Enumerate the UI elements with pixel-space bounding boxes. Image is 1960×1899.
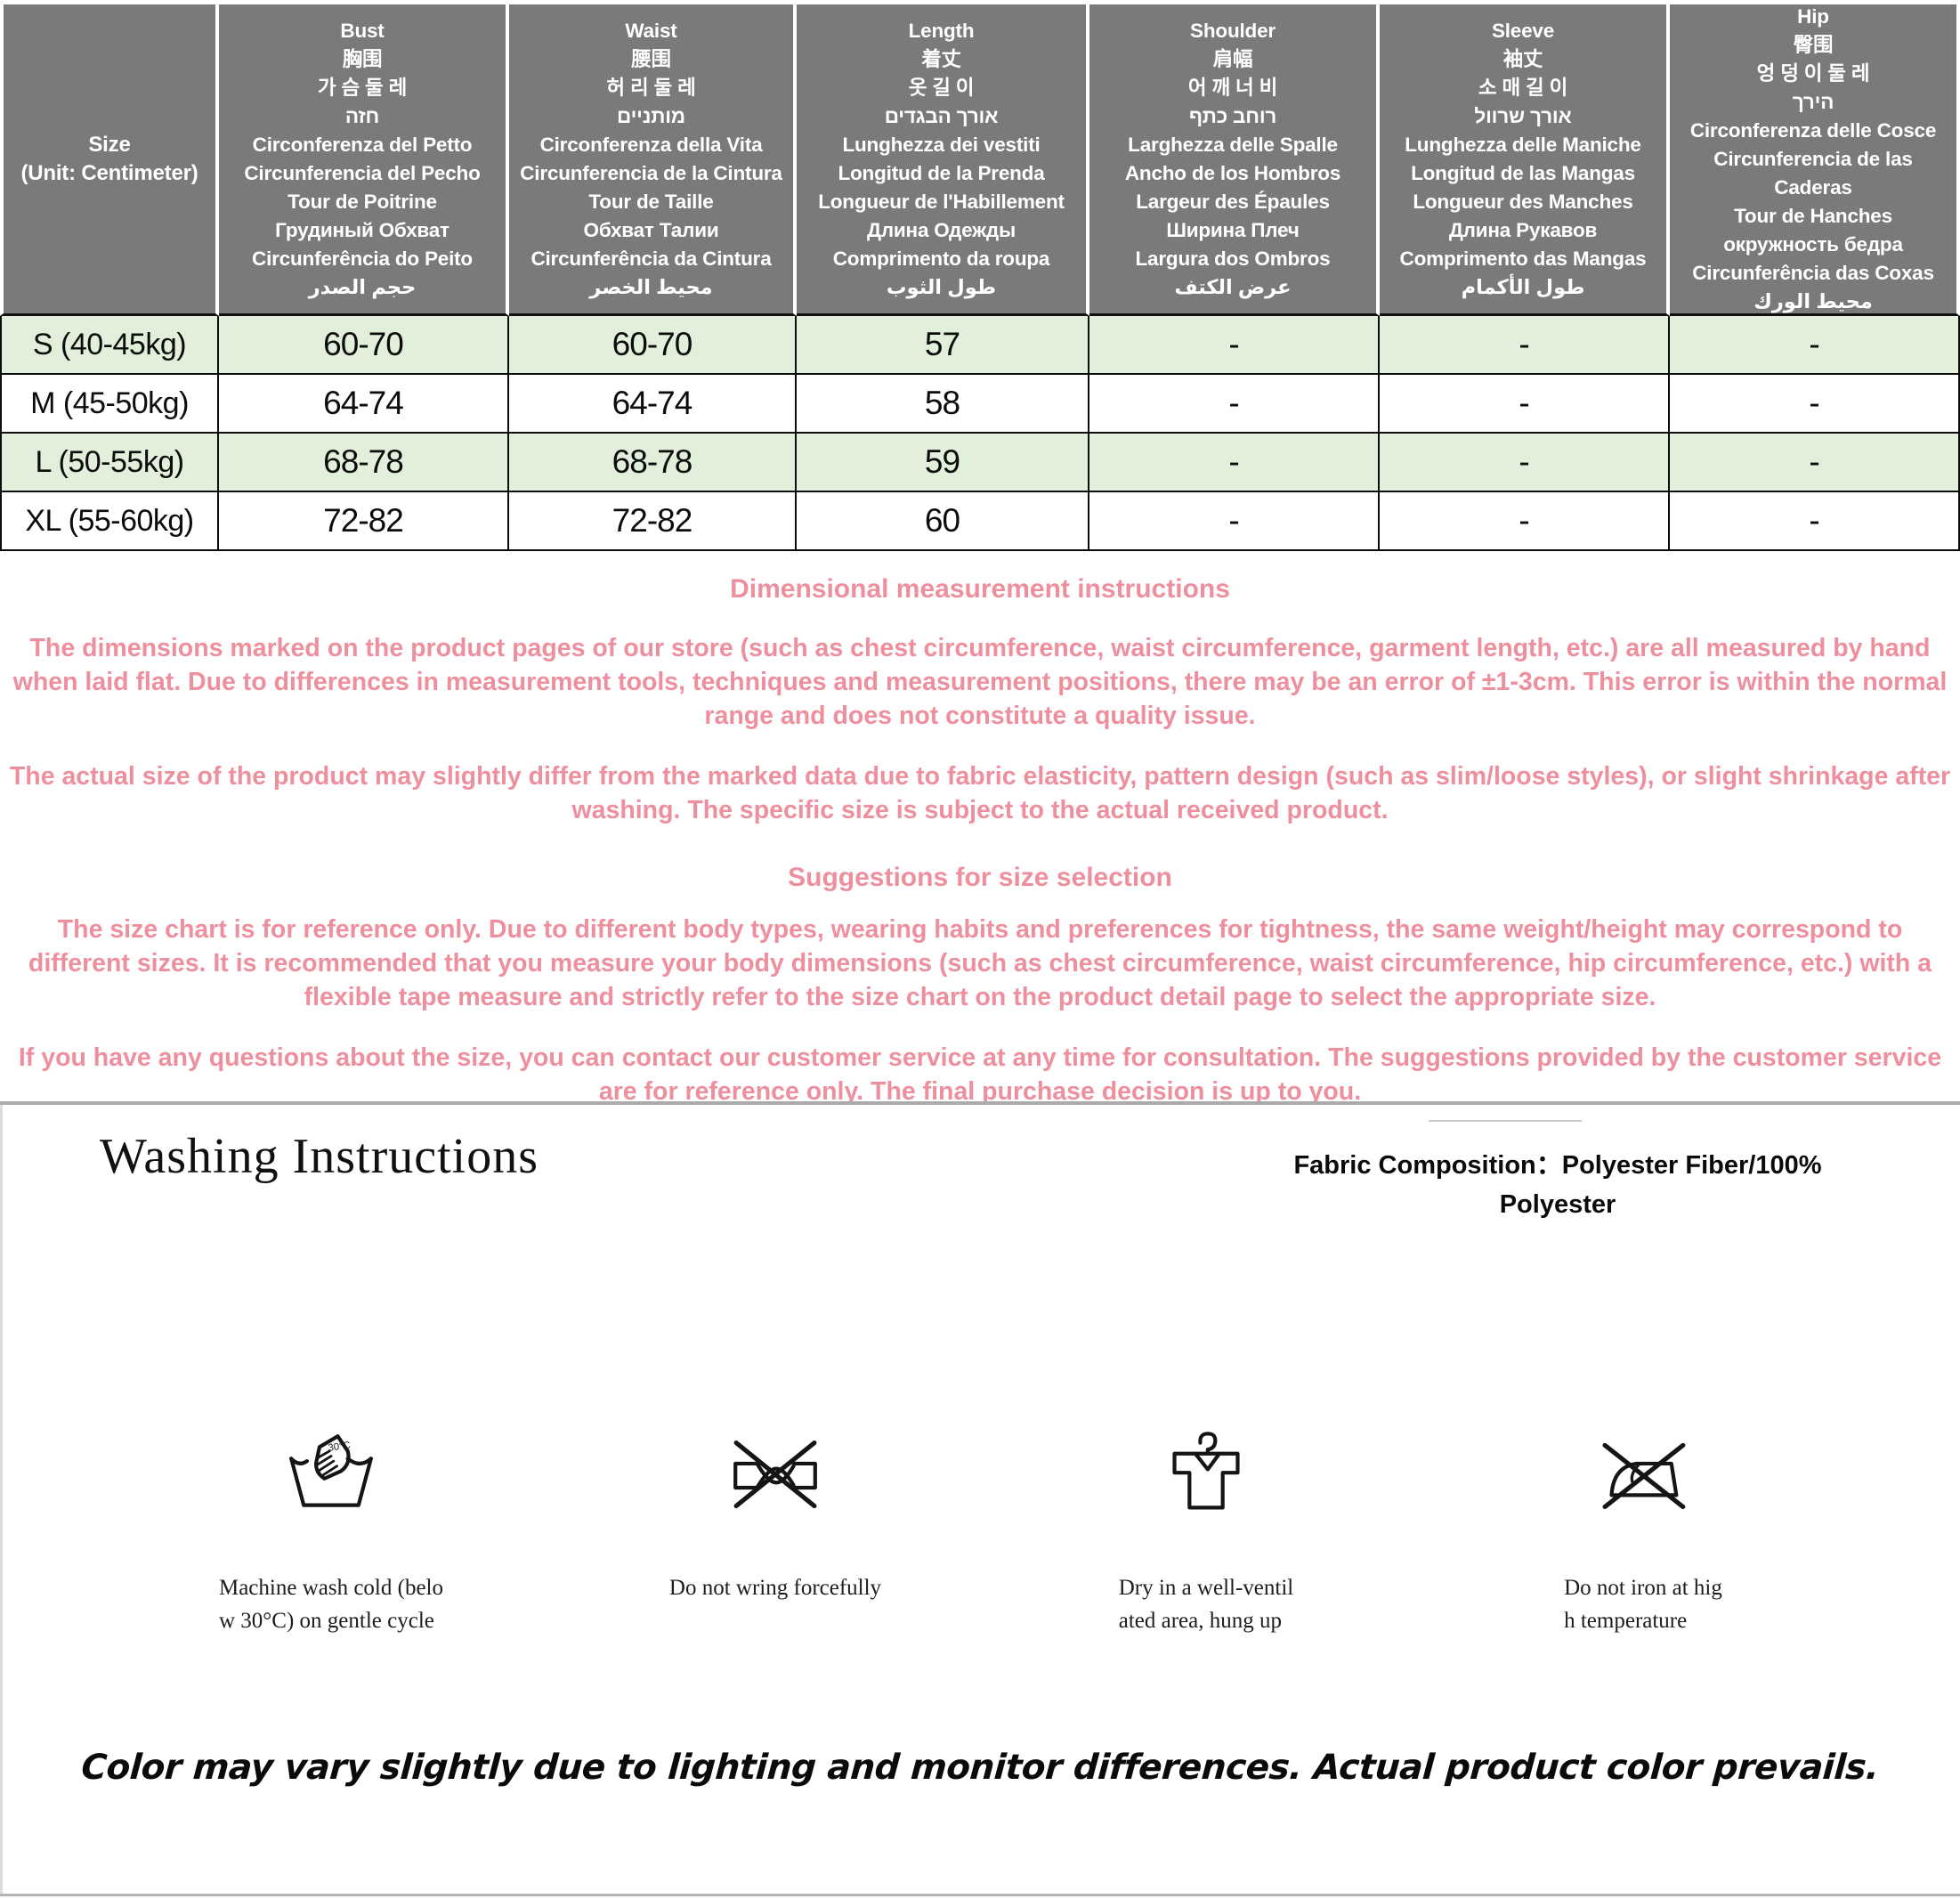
care-caption: Do not iron at hig h temperature (1564, 1576, 1722, 1633)
table-row-xl: XL (55-60kg) 72-82 72-82 60 - - - (0, 492, 1960, 551)
care-item-machine-wash: 30°C Machine wash cold (belo w 30°C) on … (207, 1425, 456, 1637)
washing-section: Washing Instructions Fabric Composition：… (0, 1105, 1960, 1899)
header-cell-size: Size (Unit: Centimeter) (0, 0, 219, 316)
header-length-label: Length 着丈 옷 길 이 אורך הבגדים Lunghezza de… (818, 19, 1065, 298)
row-size-label: L (50-55kg) (0, 434, 219, 492)
cell-hip: - (1670, 375, 1960, 434)
cell-sleeve: - (1380, 434, 1670, 492)
cell-sleeve: - (1380, 492, 1670, 551)
care-item-do-not-wring: Do not wring forcefully (651, 1425, 900, 1604)
washing-instructions-title: Washing Instructions (100, 1129, 539, 1184)
cell-bust: 72-82 (219, 492, 509, 551)
header-cell-shoulder: Shoulder 肩幅 어 깨 너 비 רוחב כתף Larghezza d… (1089, 0, 1380, 316)
color-disclaimer: Color may vary slightly due to lighting … (79, 1748, 1881, 1788)
header-hip-label: Hip 臀围 엉 덩 이 둘 레 הירך Circonferenza dell… (1689, 4, 1937, 312)
cell-waist: 68-78 (509, 434, 797, 492)
cell-sleeve: - (1380, 316, 1670, 375)
header-bust-label: Bust 胸围 가 슴 둘 레 חזה Circonferenza del Pe… (244, 19, 481, 298)
care-caption: Do not wring forcefully (668, 1576, 882, 1600)
row-size-label: M (45-50kg) (0, 375, 219, 434)
notes-paragraph-4: If you have any questions about the size… (18, 1043, 1942, 1106)
notes-heading-measurement: Dimensional measurement instructions (730, 574, 1230, 604)
cell-waist: 60-70 (509, 316, 797, 375)
care-item-hang-dry: Dry in a well-ventil ated area, hung up (1081, 1425, 1331, 1637)
header-cell-waist: Waist 腰围 허 리 둘 레 מותניים Circonferenza d… (509, 0, 797, 316)
notes-paragraph-2: The actual size of the product may sligh… (9, 762, 1951, 824)
do-not-iron-icon (1602, 1442, 1686, 1510)
table-row-l: L (50-55kg) 68-78 68-78 59 - - - (0, 434, 1960, 492)
cell-length: 58 (797, 375, 1089, 434)
bottom-edge-line (0, 1894, 1960, 1896)
header-cell-hip: Hip 臀围 엉 덩 이 둘 레 הירך Circonferenza dell… (1670, 0, 1960, 316)
size-table: Size (Unit: Centimeter) Bust 胸围 가 슴 둘 레 … (0, 0, 1960, 551)
cell-hip: - (1670, 434, 1960, 492)
header-cell-length: Length 着丈 옷 길 이 אורך הבגדים Lunghezza de… (797, 0, 1089, 316)
cell-length: 60 (797, 492, 1089, 551)
fabric-composition-label: Fabric Composition：Polyester Fiber/100% … (1293, 1151, 1822, 1219)
row-size-label: XL (55-60kg) (0, 492, 219, 551)
notes-paragraph-3: The size chart is for reference only. Du… (28, 915, 1932, 1011)
cell-bust: 68-78 (219, 434, 509, 492)
table-row-m: M (45-50kg) 64-74 64-74 58 - - - (0, 375, 1960, 434)
care-caption: Machine wash cold (belo w 30°C) on gentl… (218, 1576, 443, 1633)
cell-bust: 64-74 (219, 375, 509, 434)
hang-dry-icon (1172, 1432, 1240, 1510)
notes-paragraph-1: The dimensions marked on the product pag… (12, 634, 1948, 730)
do-not-wring-icon (733, 1440, 817, 1509)
cell-waist: 72-82 (509, 492, 797, 551)
cell-waist: 64-74 (509, 375, 797, 434)
cell-bust: 60-70 (219, 316, 509, 375)
care-item-do-not-iron: Do not iron at hig h temperature (1519, 1425, 1768, 1637)
cell-length: 59 (797, 434, 1089, 492)
machine-wash-cold-icon: 30°C (289, 1434, 373, 1507)
measurement-notes: Dimensional measurement instructions The… (0, 551, 1960, 1106)
cell-sleeve: - (1380, 375, 1670, 434)
fabric-divider-line (1429, 1120, 1582, 1122)
header-cell-sleeve: Sleeve 袖丈 소 매 길 이 אורך שרוול Lunghezza d… (1380, 0, 1670, 316)
header-shoulder-label: Shoulder 肩幅 어 깨 너 비 רוחב כתף Larghezza d… (1124, 19, 1341, 298)
row-size-label: S (40-45kg) (0, 316, 219, 375)
size-table-header-row: Size (Unit: Centimeter) Bust 胸围 가 슴 둘 레 … (0, 0, 1960, 316)
header-sleeve-label: Sleeve 袖丈 소 매 길 이 אורך שרוול Lunghezza d… (1399, 19, 1647, 298)
cell-shoulder: - (1089, 316, 1380, 375)
left-edge-line (0, 1105, 3, 1895)
table-row-s: S (40-45kg) 60-70 60-70 57 - - - (0, 316, 1960, 375)
cell-shoulder: - (1089, 492, 1380, 551)
cell-shoulder: - (1089, 375, 1380, 434)
care-caption: Dry in a well-ventil ated area, hung up (1118, 1576, 1294, 1633)
cell-length: 57 (797, 316, 1089, 375)
header-size-label: Size (Unit: Centimeter) (20, 132, 198, 185)
cell-hip: - (1670, 316, 1960, 375)
header-cell-bust: Bust 胸围 가 슴 둘 레 חזה Circonferenza del Pe… (219, 0, 509, 316)
cell-shoulder: - (1089, 434, 1380, 492)
svg-text:30°C: 30°C (328, 1440, 351, 1454)
cell-hip: - (1670, 492, 1960, 551)
section-divider (0, 1101, 1960, 1105)
notes-heading-size-selection: Suggestions for size selection (788, 863, 1172, 892)
header-waist-label: Waist 腰围 허 리 둘 레 מותניים Circonferenza d… (520, 19, 782, 298)
